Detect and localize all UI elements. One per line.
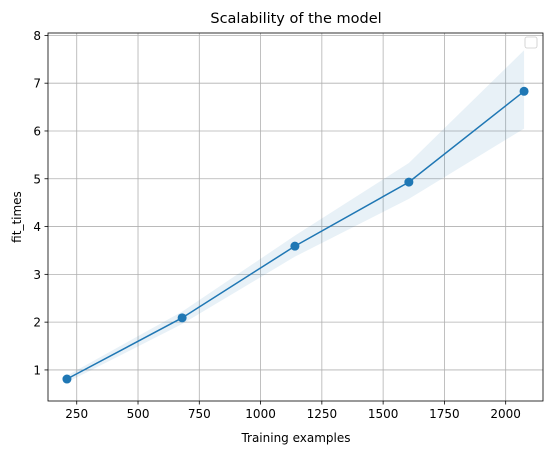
data-point <box>62 374 72 384</box>
chart-title: Scalability of the model <box>210 11 381 27</box>
x-tick-label: 1750 <box>429 407 460 421</box>
x-tick-label: 1000 <box>245 407 276 421</box>
y-tick-label: 1 <box>33 363 41 377</box>
x-tick-label: 250 <box>65 407 88 421</box>
x-tick-label: 500 <box>127 407 150 421</box>
y-tick-label: 6 <box>33 124 41 138</box>
x-axis-ticks: 250 500 750 1000 1250 1500 1750 2000 <box>65 401 521 421</box>
y-axis-ticks: 1 2 3 4 5 6 7 8 <box>33 29 48 377</box>
x-tick-label: 2000 <box>490 407 521 421</box>
y-tick-label: 5 <box>33 172 41 186</box>
x-tick-label: 750 <box>188 407 211 421</box>
y-axis-label: fit_times <box>10 191 24 243</box>
x-tick-label: 1500 <box>368 407 399 421</box>
y-tick-label: 4 <box>33 220 41 234</box>
data-point <box>519 86 529 96</box>
grid-lines <box>48 33 543 401</box>
y-tick-label: 2 <box>33 316 41 330</box>
plot-area-frame <box>47 32 544 402</box>
y-tick-label: 8 <box>33 29 41 43</box>
data-point <box>290 241 300 251</box>
y-tick-label: 3 <box>33 268 41 282</box>
data-point <box>404 177 414 187</box>
legend-box <box>524 36 538 49</box>
data-point <box>177 313 187 323</box>
x-axis-label: Training examples <box>240 431 350 445</box>
y-tick-label: 7 <box>33 77 41 91</box>
data-points <box>62 86 529 384</box>
x-tick-label: 1250 <box>307 407 338 421</box>
